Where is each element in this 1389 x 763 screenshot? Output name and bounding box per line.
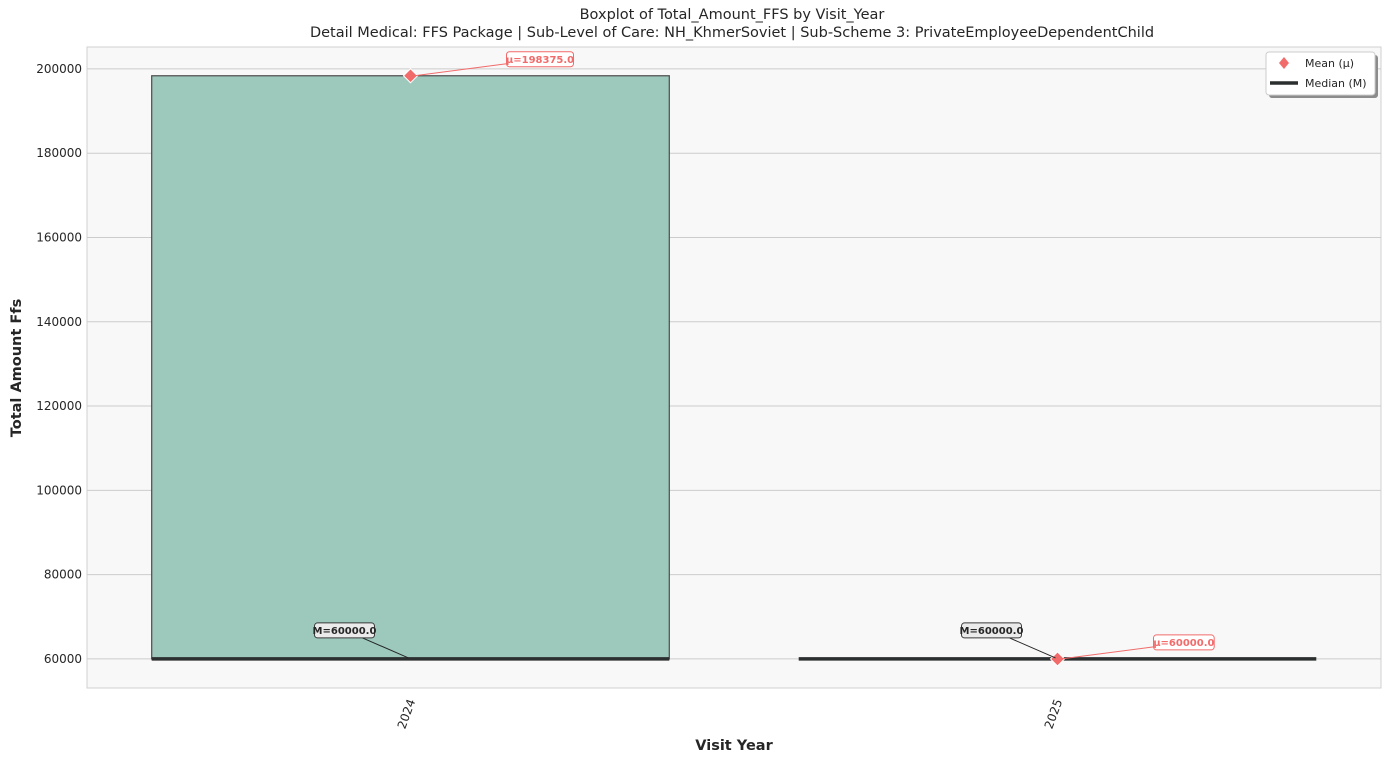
mean-annotation: μ=198375.0 [506, 55, 574, 66]
y-tick-label: 200000 [36, 62, 82, 76]
y-tick-label: 180000 [36, 146, 82, 160]
x-axis-label: Visit Year [695, 738, 773, 754]
legend-mean-label: Mean (μ) [1305, 57, 1354, 70]
chart-title: Boxplot of Total_Amount_FFS by Visit_Yea… [579, 7, 885, 23]
x-tick-label: 2025 [1042, 697, 1066, 730]
y-axis-ticks: 60000 80000 100000 120000 140000 160000 180000… [36, 62, 82, 666]
median-arrow [362, 637, 409, 659]
y-tick-label: 120000 [36, 399, 82, 413]
legend-median-label: Median (M) [1305, 77, 1367, 90]
x-axis-ticks: 2024 2025 [395, 697, 1066, 730]
mean-label-box [1153, 634, 1215, 651]
median-label-box [314, 622, 375, 639]
median-arrow [1009, 637, 1056, 659]
boxes [151, 68, 1317, 667]
mean-marker-icon [1279, 57, 1289, 69]
median-label-box [961, 622, 1022, 639]
y-tick-label: 140000 [36, 315, 82, 329]
box-2024 [151, 75, 670, 660]
median-annotation: M=60000.0 [960, 626, 1024, 637]
y-tick-label: 100000 [36, 483, 82, 497]
y-tick-label: 60000 [44, 652, 82, 666]
annotations: M=60000.0 μ=198375.0 M=60000.0 μ=60000.0 [313, 51, 1215, 660]
y-tick-label: 160000 [36, 230, 82, 244]
mean-marker-2024 [402, 68, 419, 84]
y-axis-label: Total Amount Ffs [9, 299, 25, 437]
legend: Mean (μ) Median (M) [1265, 51, 1378, 98]
chart-subtitle: Detail Medical: FFS Package | Sub-Level … [309, 25, 1155, 41]
mean-arrow [414, 63, 507, 77]
mean-arrow [1061, 646, 1154, 660]
median-annotation: M=60000.0 [313, 626, 377, 637]
x-tick-label: 2024 [395, 697, 419, 730]
mean-label-box [506, 51, 574, 68]
y-tick-label: 80000 [44, 568, 82, 582]
mean-annotation: μ=60000.0 [1153, 638, 1214, 649]
